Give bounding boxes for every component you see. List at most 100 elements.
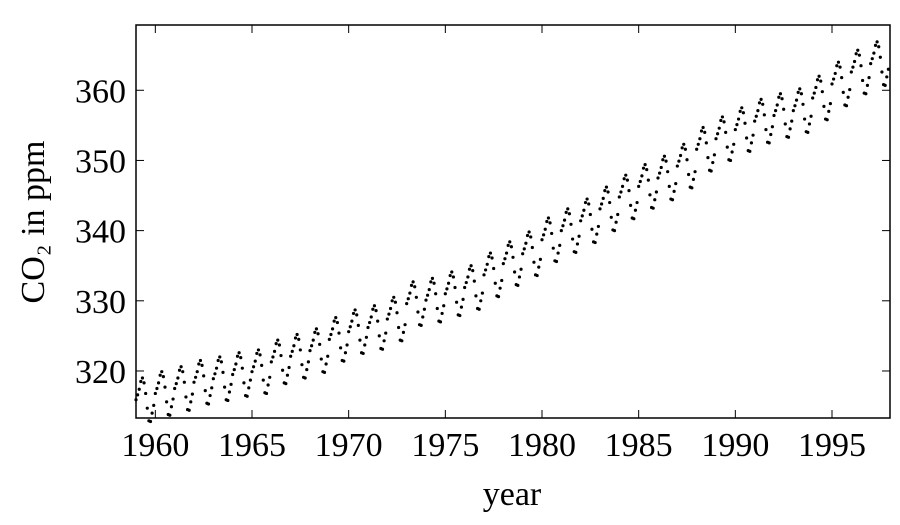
data-point xyxy=(290,349,294,353)
data-point xyxy=(432,281,436,285)
data-point xyxy=(363,343,367,347)
data-point xyxy=(369,315,373,319)
data-point xyxy=(503,257,507,261)
data-point xyxy=(516,283,520,287)
data-point xyxy=(703,130,707,134)
data-point xyxy=(532,260,536,264)
data-point xyxy=(295,332,299,337)
data-point xyxy=(851,65,855,69)
data-point xyxy=(429,280,433,284)
data-point xyxy=(242,381,246,385)
data-point xyxy=(182,380,186,384)
data-point xyxy=(883,83,887,87)
data-point xyxy=(353,308,357,312)
data-point xyxy=(677,159,681,163)
data-point xyxy=(387,312,391,316)
data-point xyxy=(551,246,555,250)
data-point xyxy=(348,325,352,329)
data-point xyxy=(796,90,800,94)
data-point xyxy=(153,391,157,396)
data-point xyxy=(696,142,700,146)
data-point xyxy=(466,275,470,279)
data-point xyxy=(327,337,331,341)
data-point xyxy=(342,359,346,363)
data-point xyxy=(687,172,691,177)
data-point xyxy=(145,406,149,410)
data-point xyxy=(759,97,763,101)
data-point xyxy=(530,245,534,250)
data-point xyxy=(704,141,708,145)
data-point xyxy=(735,123,739,127)
data-point xyxy=(289,354,293,358)
data-point xyxy=(229,382,233,386)
x-tick-label: 1965 xyxy=(218,427,286,464)
data-point xyxy=(347,330,351,334)
data-point xyxy=(738,109,742,113)
data-point xyxy=(683,147,687,151)
data-point xyxy=(158,373,162,377)
data-point xyxy=(393,300,397,304)
data-point xyxy=(724,130,728,134)
data-point xyxy=(579,219,583,223)
data-point xyxy=(654,190,658,194)
data-point xyxy=(509,245,513,249)
data-point xyxy=(260,363,264,367)
data-point xyxy=(395,311,399,315)
data-point xyxy=(300,363,304,367)
data-point xyxy=(575,242,580,246)
data-point xyxy=(414,295,418,299)
data-point xyxy=(844,104,849,108)
data-point xyxy=(313,330,317,334)
data-point xyxy=(806,130,810,134)
data-point xyxy=(356,323,360,327)
data-point xyxy=(875,40,879,44)
data-point xyxy=(189,400,193,404)
data-point xyxy=(788,127,792,131)
data-point xyxy=(812,91,816,95)
data-point xyxy=(558,243,562,247)
data-point xyxy=(783,122,787,126)
data-point xyxy=(778,92,783,96)
data-point xyxy=(272,349,277,353)
data-point xyxy=(864,92,868,96)
data-point xyxy=(616,212,620,217)
data-point xyxy=(846,95,850,99)
data-point xyxy=(361,351,365,356)
data-point xyxy=(670,198,675,202)
data-point xyxy=(245,394,249,398)
data-point xyxy=(632,217,636,221)
data-point xyxy=(619,190,623,194)
data-point xyxy=(403,323,407,327)
data-point xyxy=(435,306,439,311)
data-point xyxy=(421,315,425,319)
data-point xyxy=(190,392,194,396)
data-point xyxy=(234,362,238,366)
data-point xyxy=(648,193,652,197)
data-point xyxy=(538,257,542,261)
data-point xyxy=(501,262,505,266)
data-point xyxy=(624,173,628,177)
data-point xyxy=(745,136,749,140)
data-point xyxy=(794,98,799,102)
data-point xyxy=(451,275,455,279)
data-point xyxy=(405,302,409,306)
data-point xyxy=(600,202,604,206)
data-point xyxy=(711,160,715,165)
data-point xyxy=(762,113,766,117)
data-point xyxy=(535,273,539,278)
data-point xyxy=(675,164,679,168)
data-point xyxy=(641,166,646,170)
data-point xyxy=(593,240,597,245)
data-point xyxy=(364,335,368,339)
data-point xyxy=(208,393,212,398)
data-point xyxy=(799,92,803,96)
data-point xyxy=(181,370,185,374)
data-point xyxy=(542,233,546,237)
data-point xyxy=(256,348,261,352)
data-point xyxy=(443,292,447,296)
data-point xyxy=(770,125,774,129)
data-point xyxy=(685,158,689,162)
data-point xyxy=(830,82,834,86)
data-point xyxy=(656,176,660,180)
